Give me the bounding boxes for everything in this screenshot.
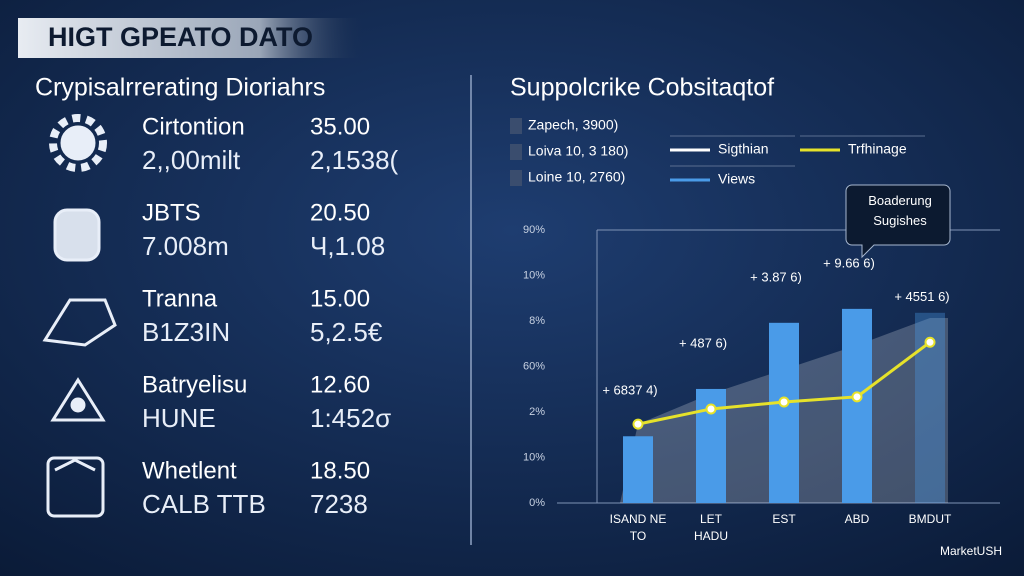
item-sub: 2,,00milt — [142, 145, 241, 175]
x-tick-label: BMDUT — [909, 512, 952, 526]
footer: MarketUSH — [940, 544, 1002, 558]
mini-legend-label: Loiva 10, 3 180) — [528, 143, 628, 159]
item-sub: B1Z3IN — [142, 317, 230, 347]
x-tick-label: ABD — [845, 512, 870, 526]
point — [778, 396, 790, 408]
point — [632, 418, 644, 430]
item-value: 18.50 — [310, 457, 370, 484]
mini-legend-swatch — [510, 118, 522, 134]
item-subvalue: 1:452σ — [310, 403, 391, 433]
item-subvalue: 7238 — [310, 489, 368, 519]
annotation: + 6837 4) — [602, 383, 657, 398]
y-tick-label: 0% — [529, 497, 545, 509]
item-name: Whetlent — [142, 457, 237, 484]
legend-label: Views — [718, 171, 755, 187]
callout: Boaderung Sugishes — [868, 193, 932, 228]
title-banner — [18, 18, 363, 58]
item-subvalue: 5,2.5€ — [310, 317, 383, 347]
item-value: 12.60 — [310, 371, 370, 398]
right-heading: Suppolcrike Cobsitaqtof — [510, 74, 774, 102]
bar — [623, 436, 653, 503]
legend-label: Trfhinage — [848, 141, 907, 157]
mini-legend-swatch — [510, 170, 522, 186]
y-tick-label: 90% — [523, 224, 545, 236]
item-name: Batryelisu — [142, 371, 247, 398]
item-sub: 7.008m — [142, 231, 229, 261]
item-sub: CALB TTB — [142, 489, 266, 519]
item-name: JBTS — [142, 199, 201, 226]
annotation: + 4551 6) — [894, 289, 949, 304]
annotation: + 487 6) — [679, 335, 727, 350]
x-tick-label: EST — [772, 512, 796, 526]
bar — [769, 322, 799, 503]
y-tick-label: 60% — [523, 360, 545, 372]
y-tick-label: 2% — [529, 406, 545, 418]
item-subvalue: Ч,1.08 — [310, 231, 385, 261]
item-subvalue: 2,1538( — [310, 145, 399, 175]
item-value: 35.00 — [310, 113, 370, 140]
point — [705, 403, 717, 415]
item-value: 20.50 — [310, 199, 370, 226]
item-name: Cirtontion — [142, 113, 245, 140]
item-sub: HUNE — [142, 403, 216, 433]
annotation: + 9.66 6) — [823, 255, 875, 270]
x-tick-label: LET HADU — [694, 512, 728, 543]
item-name: Tranna — [142, 285, 218, 312]
title: HIGT GPEATO DATO — [48, 22, 313, 52]
mini-legend-label: Zapech, 3900) — [528, 117, 618, 133]
annotation: + 3.87 6) — [750, 269, 802, 284]
mini-legend-swatch — [510, 144, 522, 160]
left-heading: Crypisalrrerating Dioriahrs — [35, 74, 325, 102]
x-tick-label: ISAND NE TO — [610, 512, 667, 543]
y-tick-label: 10% — [523, 451, 545, 463]
point — [851, 391, 863, 403]
y-tick-label: 8% — [529, 315, 545, 327]
y-tick-label: 10% — [523, 269, 545, 281]
legend-label: Sigthian — [718, 141, 769, 157]
icons — [42, 114, 117, 518]
callout-box — [845, 184, 951, 259]
point — [924, 336, 936, 348]
bar — [842, 308, 872, 503]
item-value: 15.00 — [310, 285, 370, 312]
mini-legend-label: Loine 10, 2760) — [528, 169, 625, 185]
